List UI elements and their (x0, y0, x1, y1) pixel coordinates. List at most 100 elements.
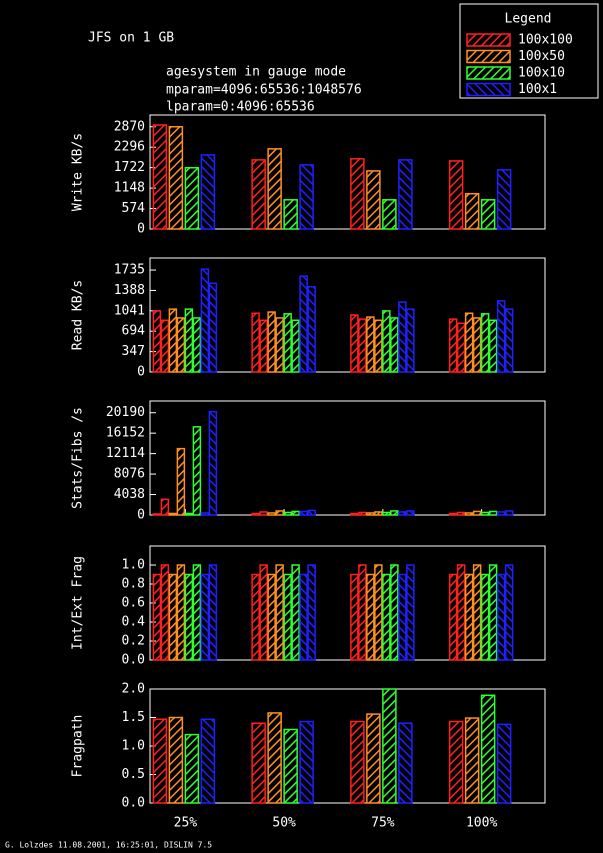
bar (152, 124, 168, 230)
bar (307, 286, 316, 373)
bar (251, 159, 266, 230)
bar (350, 573, 359, 661)
y-tick-label: 0.0 (122, 796, 145, 811)
bar (456, 511, 466, 516)
bar (350, 158, 365, 230)
legend-box (459, 3, 599, 99)
bar (267, 148, 282, 230)
bar (406, 510, 415, 516)
bar (267, 512, 276, 516)
y-tick-label: 8076 (114, 467, 145, 482)
y-axis-label: Write KB/s (71, 133, 86, 211)
bar (496, 723, 512, 804)
bar (448, 160, 464, 230)
bar (152, 718, 168, 804)
bar (160, 319, 170, 373)
bar (374, 511, 383, 516)
bar (480, 694, 496, 804)
bar (283, 199, 298, 230)
bar (176, 564, 186, 661)
bar (184, 733, 200, 804)
bar (358, 318, 367, 373)
y-axis-label: Fragpath (71, 715, 86, 778)
bar (192, 317, 202, 373)
bar (168, 573, 178, 661)
y-tick-label: 1.0 (122, 558, 145, 573)
bar (366, 713, 381, 804)
bar (374, 564, 383, 661)
bar (406, 308, 415, 373)
y-tick-label: 20190 (106, 405, 145, 420)
legend-swatch (466, 49, 511, 64)
bar (480, 511, 490, 516)
bar (398, 511, 407, 516)
bar (448, 318, 458, 373)
bar (152, 310, 162, 373)
bar (366, 512, 375, 516)
bar (480, 199, 496, 230)
bar (398, 722, 413, 804)
subtitle: mparam=4096:65536:1048576 (166, 83, 362, 98)
bar (208, 410, 218, 516)
bar (496, 511, 506, 516)
bar (283, 313, 292, 373)
y-tick-label: 347 (122, 344, 145, 359)
bar (358, 564, 367, 661)
bar (152, 573, 162, 661)
legend-title: Legend (505, 12, 552, 27)
bar (496, 169, 512, 230)
y-tick-label: 0 (137, 508, 145, 523)
y-tick-label: 2870 (114, 119, 145, 134)
x-tick-label: 100% (466, 816, 497, 831)
y-tick-label: 1722 (114, 160, 145, 175)
bar (488, 564, 498, 661)
y-tick-label: 1.0 (122, 739, 145, 754)
bar (504, 510, 514, 516)
bar (464, 312, 474, 373)
y-tick-label: 0 (137, 222, 145, 237)
y-tick-label: 4038 (114, 487, 145, 502)
bar (152, 513, 162, 516)
bar (251, 722, 266, 804)
bar (208, 282, 218, 373)
bar (366, 170, 381, 230)
bar (283, 511, 292, 516)
legend-label: 100x50 (518, 49, 565, 64)
y-tick-label: 0.4 (122, 615, 146, 630)
bar (168, 716, 184, 804)
x-tick-label: 75% (371, 816, 395, 831)
subtitle: lparam=0:4096:65536 (166, 100, 315, 115)
y-tick-label: 574 (122, 201, 146, 216)
bar (456, 564, 466, 661)
y-tick-label: 0.8 (122, 577, 145, 592)
bar (160, 564, 170, 661)
y-tick-label: 1148 (114, 181, 145, 196)
plot-frame (149, 400, 546, 516)
bar (464, 192, 480, 230)
bar (307, 509, 316, 516)
bar (382, 688, 397, 804)
plot-frame (149, 114, 546, 230)
legend-label: 100x100 (518, 33, 573, 48)
bar (184, 573, 194, 661)
bar (350, 512, 359, 516)
bar (208, 564, 218, 661)
y-tick-label: 1388 (114, 283, 145, 298)
bar (251, 312, 260, 373)
bar (291, 510, 300, 516)
bar (358, 511, 367, 516)
y-axis-label: Read KB/s (71, 280, 86, 350)
bar (184, 512, 194, 516)
bar (275, 564, 284, 661)
bar (374, 319, 383, 373)
bar (448, 720, 464, 804)
bar (275, 510, 284, 516)
bar (184, 166, 200, 230)
y-tick-label: 0 (137, 365, 145, 380)
bar (366, 316, 375, 373)
bar (390, 510, 399, 516)
bar (472, 317, 482, 373)
bar (299, 275, 308, 373)
legend-label: 100x1 (518, 82, 557, 97)
